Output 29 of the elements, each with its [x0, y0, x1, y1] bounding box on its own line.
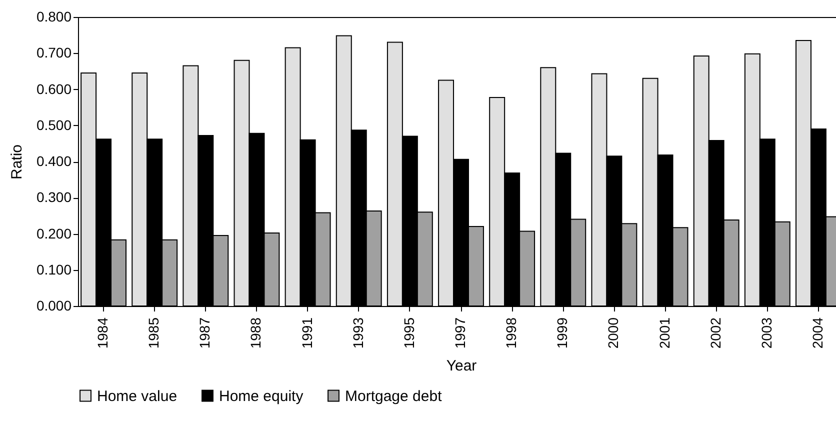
x-axis-title: Year	[446, 358, 477, 375]
x-tick-label: 1988	[248, 317, 264, 349]
y-tick-label: 0.000	[36, 298, 72, 314]
x-tick-label: 1985	[146, 317, 162, 349]
y-tick-label: 0.500	[36, 116, 72, 133]
x-tick-label: 2001	[656, 317, 672, 349]
y-tick-label: 0.400	[36, 153, 72, 169]
x-tick-label: 1995	[400, 317, 417, 349]
x-tick-label: 2000	[605, 317, 622, 349]
y-tick-label: 0.700	[36, 44, 72, 61]
x-tick-label: 2003	[758, 317, 774, 349]
x-tick-label: 1984	[94, 317, 111, 349]
y-axis-title: Ratio	[8, 144, 26, 180]
x-tick-label: 1993	[350, 317, 366, 349]
legend-label: Home value	[97, 388, 178, 405]
x-tick-label: 2004	[809, 317, 826, 349]
legend-label: Home equity	[219, 388, 304, 405]
x-tick-label: 1997	[452, 317, 468, 349]
y-tick-label: 0.800	[36, 8, 72, 24]
y-tick-label: 0.100	[36, 261, 72, 278]
y-tick-label: 0.200	[36, 225, 72, 242]
x-tick-label: 2002	[707, 317, 724, 349]
x-tick-label: 1999	[554, 317, 570, 349]
x-tick-label: 1987	[196, 317, 213, 349]
y-tick-label: 0.300	[36, 189, 72, 206]
x-tick-label: 1991	[298, 317, 315, 349]
legend-label: Mortgage debt	[345, 388, 443, 405]
y-tick-label: 0.600	[36, 80, 72, 97]
x-tick-label: 1998	[503, 317, 520, 349]
